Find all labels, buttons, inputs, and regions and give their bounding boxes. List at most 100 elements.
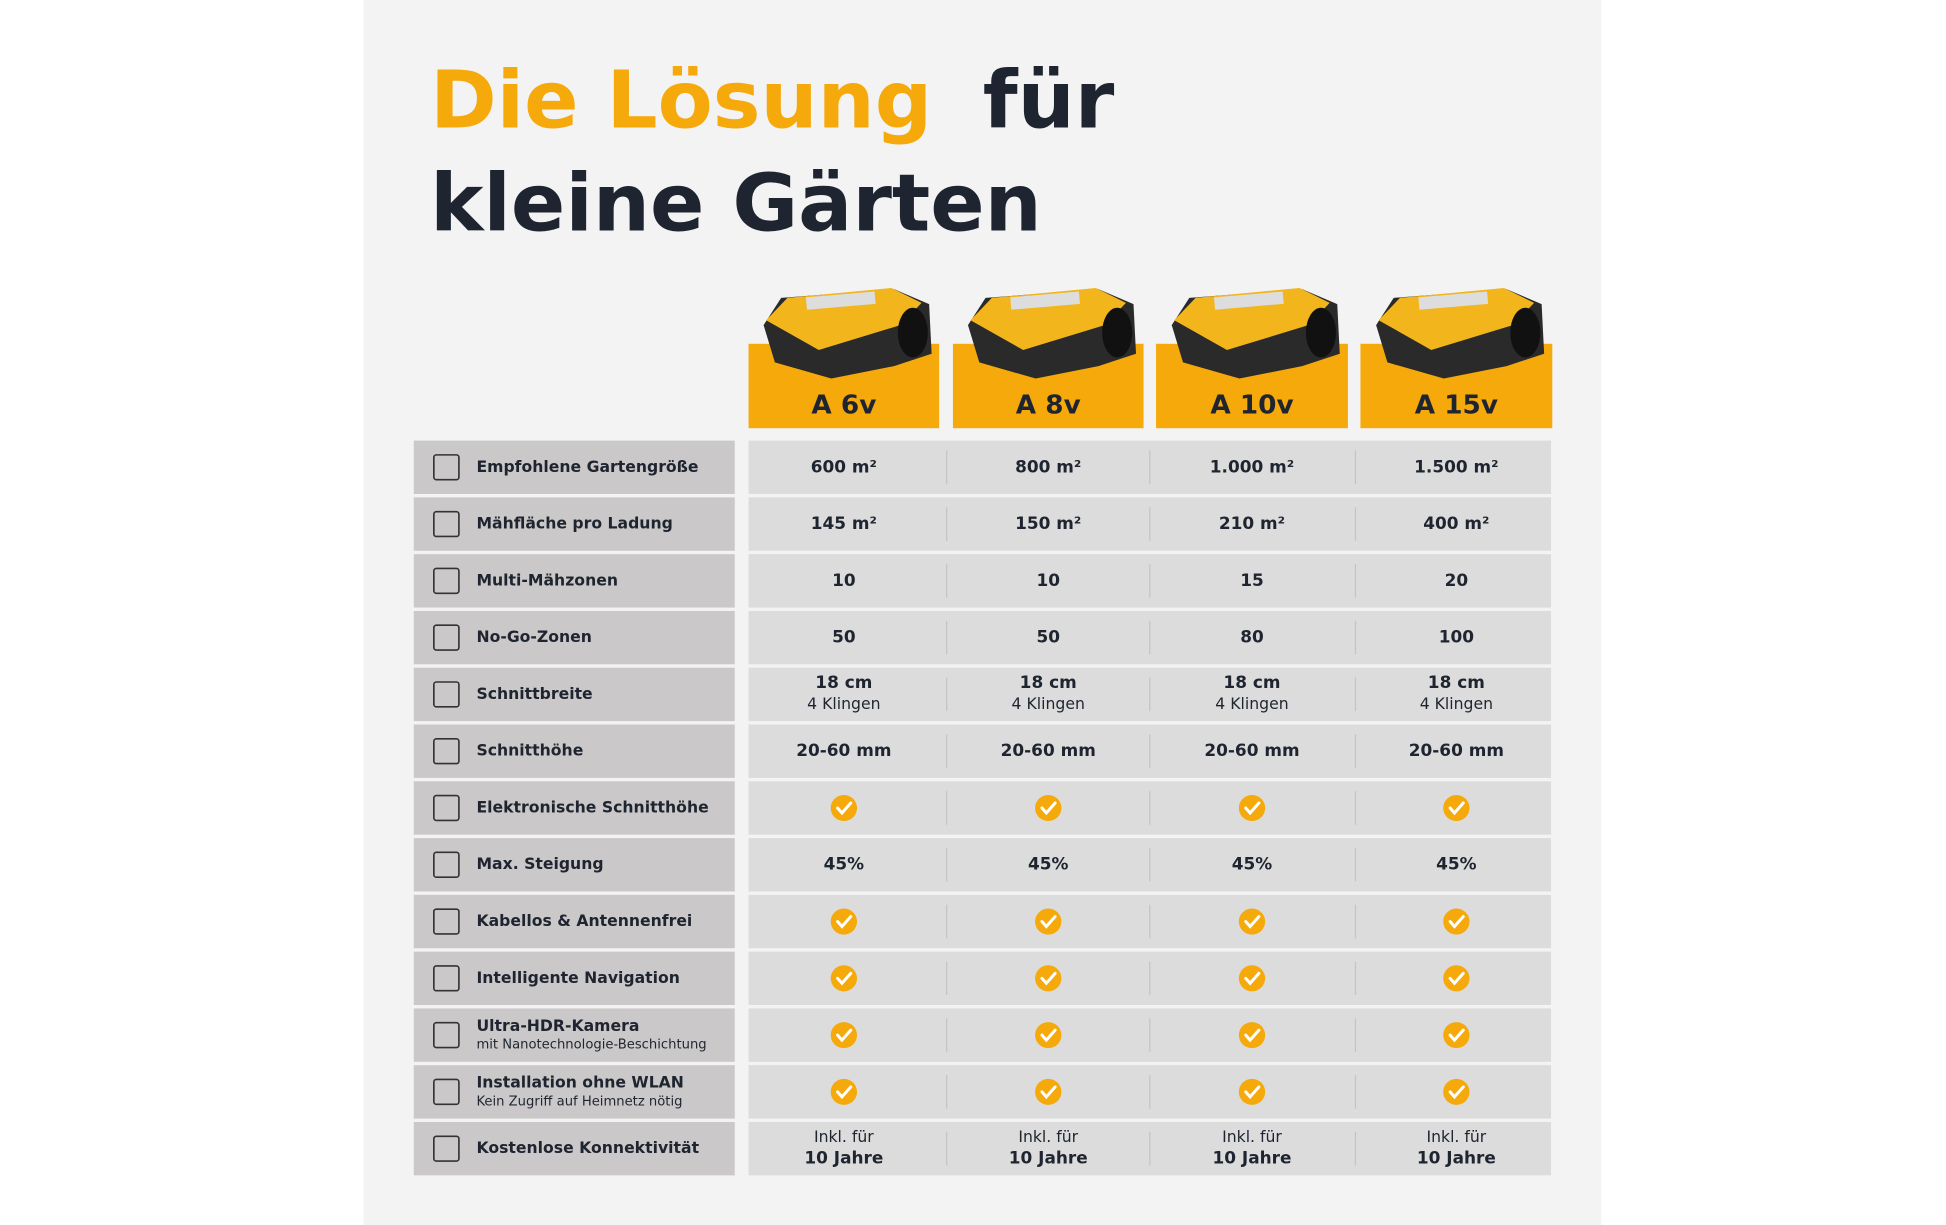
check-circle (830, 965, 858, 992)
value: 1.500 m² (1414, 456, 1498, 476)
value: 20-60 mm (1409, 740, 1504, 760)
value: 20-60 mm (796, 740, 891, 760)
row-icon (433, 1078, 460, 1106)
mower-lid (1418, 291, 1489, 310)
check-circle (1443, 1078, 1470, 1105)
check-tick (1244, 801, 1261, 816)
title-highlight: Die Lösung (430, 54, 932, 147)
label-cell (413, 1121, 735, 1176)
label-cell (413, 724, 735, 778)
row-label: Elektronische Schnitthöhe (476, 799, 708, 817)
check (1443, 794, 1470, 822)
mower-lid (1010, 291, 1081, 310)
check-circle (830, 908, 858, 935)
row-sublabel: mit Nanotechnologie-Beschichtung (476, 1038, 706, 1053)
check (1443, 965, 1470, 992)
check-circle (1238, 794, 1266, 822)
value: 1.000 m² (1210, 456, 1294, 476)
title-rest: für (983, 54, 1115, 147)
value: 100 (1439, 627, 1474, 647)
value: 45% (1028, 854, 1069, 874)
check (1238, 794, 1266, 822)
check-circle (830, 1078, 858, 1105)
value: 400 m² (1423, 513, 1489, 533)
check (830, 965, 858, 992)
row-icon (433, 1135, 460, 1162)
value-line: 10 Jahre (1009, 1148, 1088, 1168)
check-tick (1244, 1028, 1261, 1043)
value-line: 18 cm (1020, 672, 1077, 692)
mower-shell (766, 287, 922, 350)
row-label: Empfohlene Gartengröße (476, 458, 698, 476)
row-icon (433, 567, 460, 595)
row-label: Kostenlose Konnektivität (476, 1139, 699, 1157)
check-circle (1035, 1022, 1062, 1049)
check (1443, 908, 1470, 935)
mower-lid (805, 291, 876, 310)
value: 800 m² (1015, 456, 1081, 476)
mower-shell (970, 287, 1126, 350)
value: 150 m² (1015, 513, 1081, 533)
row-icon (433, 454, 460, 481)
mower-wheel (1510, 307, 1541, 358)
check-tick (836, 801, 853, 816)
row-label: Intelligente Navigation (476, 969, 679, 987)
mower-shell (1378, 287, 1535, 350)
value: 10 (1036, 570, 1060, 590)
check-tick (1448, 971, 1465, 986)
check (1238, 965, 1266, 992)
model-name: A 6v (811, 390, 876, 420)
value-line: 10 Jahre (804, 1148, 883, 1168)
value: 50 (1036, 627, 1060, 647)
row-label: Schnittbreite (476, 685, 592, 703)
check (1238, 1078, 1266, 1105)
row-label: Ultra-HDR-Kamera (476, 1017, 639, 1035)
value: 45% (824, 854, 865, 874)
check (1035, 1078, 1062, 1105)
value-line: 18 cm (815, 672, 872, 692)
check-tick (1244, 915, 1261, 929)
mower-wheel (1102, 307, 1133, 358)
check-circle (1035, 1078, 1062, 1105)
row-icon (433, 794, 460, 822)
row-sublabel: Kein Zugriff auf Heimnetz nötig (476, 1094, 682, 1109)
row-label: Mähfläche pro Ladung (476, 515, 672, 533)
label-cell (413, 497, 735, 551)
check-circle (1443, 794, 1470, 822)
check (1035, 1022, 1062, 1049)
value-line: Inkl. für (1222, 1128, 1282, 1146)
value: 80 (1240, 627, 1264, 647)
row-icon (433, 624, 460, 651)
check-circle (1238, 1022, 1266, 1049)
value-line: 4 Klingen (807, 695, 880, 713)
value-line: 4 Klingen (1012, 695, 1085, 713)
mower-wheel (897, 307, 928, 358)
check-tick (1448, 1085, 1465, 1100)
label-cell (413, 781, 735, 835)
check-tick (1244, 1085, 1261, 1100)
check-circle (1035, 965, 1062, 992)
row-icon (433, 681, 460, 708)
check (1443, 1078, 1470, 1105)
check (830, 1078, 858, 1105)
check (1443, 1022, 1470, 1049)
check-tick (1448, 801, 1465, 816)
row-label: No-Go-Zonen (476, 628, 591, 646)
check-tick (1448, 1028, 1465, 1043)
mower-lid (1213, 291, 1284, 310)
value-line: 18 cm (1223, 672, 1280, 692)
value: 600 m² (811, 456, 877, 476)
row-label: Multi-Mähzonen (476, 571, 618, 589)
mower-shell (1174, 287, 1330, 350)
row-label: Schnitthöhe (476, 742, 583, 760)
check-tick (1244, 971, 1261, 986)
value-line: Inkl. für (814, 1128, 874, 1146)
model-name: A 8v (1016, 390, 1081, 420)
check-tick (1040, 1028, 1057, 1043)
label-cell (413, 554, 735, 608)
check (830, 794, 858, 822)
value-line: Inkl. für (1018, 1128, 1078, 1146)
check-circle (1443, 965, 1470, 992)
